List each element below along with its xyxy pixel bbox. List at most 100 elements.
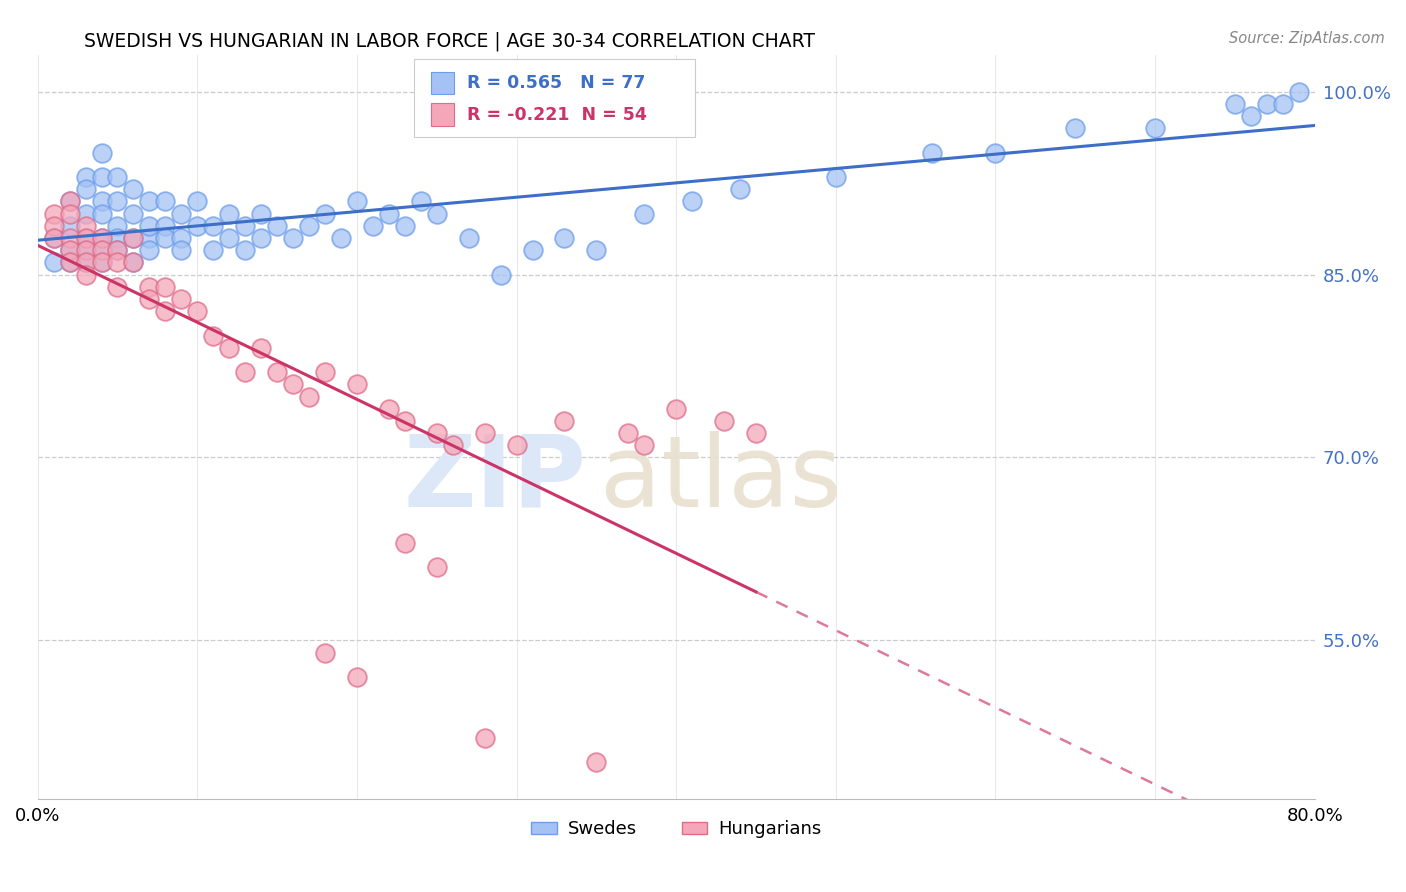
- Point: [122, 231, 145, 245]
- FancyBboxPatch shape: [432, 71, 454, 94]
- Point: [824, 169, 846, 184]
- Point: [378, 401, 401, 416]
- Text: atlas: atlas: [599, 431, 841, 527]
- Point: [330, 231, 353, 245]
- Text: ZIP: ZIP: [404, 431, 586, 527]
- Point: [59, 219, 82, 233]
- Point: [59, 255, 82, 269]
- Point: [122, 182, 145, 196]
- Point: [202, 328, 225, 343]
- Point: [281, 231, 304, 245]
- Point: [42, 219, 65, 233]
- Point: [346, 194, 368, 209]
- Point: [107, 231, 129, 245]
- Point: [155, 194, 177, 209]
- Point: [90, 231, 112, 245]
- Point: [75, 169, 97, 184]
- Point: [665, 401, 688, 416]
- Point: [90, 255, 112, 269]
- Point: [170, 292, 193, 306]
- Point: [186, 194, 208, 209]
- Point: [1064, 121, 1087, 136]
- Point: [90, 206, 112, 220]
- Point: [394, 414, 416, 428]
- Point: [138, 194, 160, 209]
- Point: [59, 255, 82, 269]
- Point: [75, 231, 97, 245]
- Point: [155, 219, 177, 233]
- Point: [505, 438, 527, 452]
- Point: [75, 244, 97, 258]
- Point: [75, 268, 97, 282]
- Point: [90, 244, 112, 258]
- Point: [59, 206, 82, 220]
- Point: [617, 426, 640, 441]
- Legend: Swedes, Hungarians: Swedes, Hungarians: [524, 814, 828, 846]
- Point: [394, 219, 416, 233]
- Point: [107, 194, 129, 209]
- Point: [266, 365, 288, 379]
- Point: [155, 304, 177, 318]
- Point: [314, 365, 336, 379]
- Point: [346, 377, 368, 392]
- Point: [155, 280, 177, 294]
- Point: [409, 194, 432, 209]
- Point: [107, 169, 129, 184]
- Point: [1240, 109, 1263, 123]
- Point: [138, 219, 160, 233]
- Text: R = 0.565   N = 77: R = 0.565 N = 77: [467, 74, 645, 92]
- Point: [553, 231, 575, 245]
- Point: [426, 206, 449, 220]
- Point: [122, 231, 145, 245]
- Point: [474, 731, 496, 745]
- FancyBboxPatch shape: [415, 59, 696, 137]
- Point: [266, 219, 288, 233]
- Point: [75, 206, 97, 220]
- Point: [553, 414, 575, 428]
- Text: R = -0.221  N = 54: R = -0.221 N = 54: [467, 105, 647, 124]
- Point: [155, 231, 177, 245]
- Point: [713, 414, 735, 428]
- Point: [59, 194, 82, 209]
- Point: [394, 536, 416, 550]
- Point: [186, 219, 208, 233]
- Point: [107, 255, 129, 269]
- Point: [107, 244, 129, 258]
- Point: [59, 244, 82, 258]
- Point: [42, 255, 65, 269]
- Point: [681, 194, 703, 209]
- Text: SWEDISH VS HUNGARIAN IN LABOR FORCE | AGE 30-34 CORRELATION CHART: SWEDISH VS HUNGARIAN IN LABOR FORCE | AG…: [84, 31, 815, 51]
- Point: [457, 231, 479, 245]
- Point: [138, 280, 160, 294]
- Point: [314, 646, 336, 660]
- FancyBboxPatch shape: [432, 103, 454, 126]
- Point: [218, 231, 240, 245]
- Point: [170, 244, 193, 258]
- Point: [42, 206, 65, 220]
- Point: [59, 194, 82, 209]
- Point: [474, 426, 496, 441]
- Point: [281, 377, 304, 392]
- Point: [984, 145, 1007, 160]
- Point: [585, 756, 607, 770]
- Point: [298, 219, 321, 233]
- Point: [1288, 85, 1310, 99]
- Point: [75, 182, 97, 196]
- Point: [59, 244, 82, 258]
- Point: [441, 438, 464, 452]
- Point: [250, 206, 273, 220]
- Point: [250, 341, 273, 355]
- Point: [202, 244, 225, 258]
- Point: [90, 231, 112, 245]
- Point: [122, 206, 145, 220]
- Point: [90, 169, 112, 184]
- Point: [107, 280, 129, 294]
- Point: [233, 244, 256, 258]
- Point: [202, 219, 225, 233]
- Point: [122, 255, 145, 269]
- Text: Source: ZipAtlas.com: Source: ZipAtlas.com: [1229, 31, 1385, 46]
- Point: [42, 231, 65, 245]
- Point: [378, 206, 401, 220]
- Point: [346, 670, 368, 684]
- Point: [728, 182, 751, 196]
